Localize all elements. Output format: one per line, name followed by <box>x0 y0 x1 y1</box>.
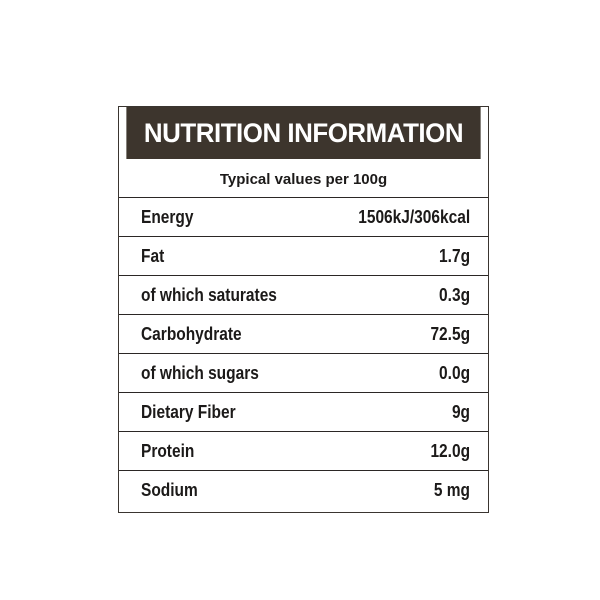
nutrient-name: Energy <box>141 206 194 227</box>
nutrient-name: Protein <box>141 440 195 461</box>
nutrient-name: Fat <box>141 245 165 266</box>
nutrition-title: NUTRITION INFORMATION <box>126 107 481 159</box>
nutrient-value: 5 mg <box>433 479 470 500</box>
serving-subtitle: Typical values per 100g <box>219 170 388 188</box>
table-row: of which saturates 0.3g <box>119 275 488 314</box>
table-row: of which sugars 0.0g <box>119 353 488 392</box>
nutrition-label: NUTRITION INFORMATION Typical values per… <box>118 106 489 513</box>
table-row: Protein 12.0g <box>119 431 488 470</box>
table-row: Dietary Fiber 9g <box>119 392 488 431</box>
nutrient-name: Carbohydrate <box>141 323 242 344</box>
nutrient-value: 0.3g <box>439 284 470 305</box>
table-row: Fat 1.7g <box>119 236 488 275</box>
nutrition-table: Energy 1506kJ/306kcal Fat 1.7g of which … <box>119 197 488 509</box>
nutrient-name: Dietary Fiber <box>141 401 236 422</box>
nutrient-name: of which saturates <box>141 284 277 305</box>
table-row: Energy 1506kJ/306kcal <box>119 197 488 236</box>
nutrient-name: Sodium <box>141 479 198 500</box>
nutrient-value: 12.0g <box>430 440 470 461</box>
nutrient-value: 72.5g <box>430 323 470 344</box>
nutrient-value: 1506kJ/306kcal <box>358 206 470 227</box>
nutrient-value: 1.7g <box>439 245 470 266</box>
table-row: Carbohydrate 72.5g <box>119 314 488 353</box>
nutrient-value: 0.0g <box>439 362 470 383</box>
nutrient-name: of which sugars <box>141 362 259 383</box>
nutrient-value: 9g <box>451 401 470 422</box>
table-row: Sodium 5 mg <box>119 470 488 509</box>
